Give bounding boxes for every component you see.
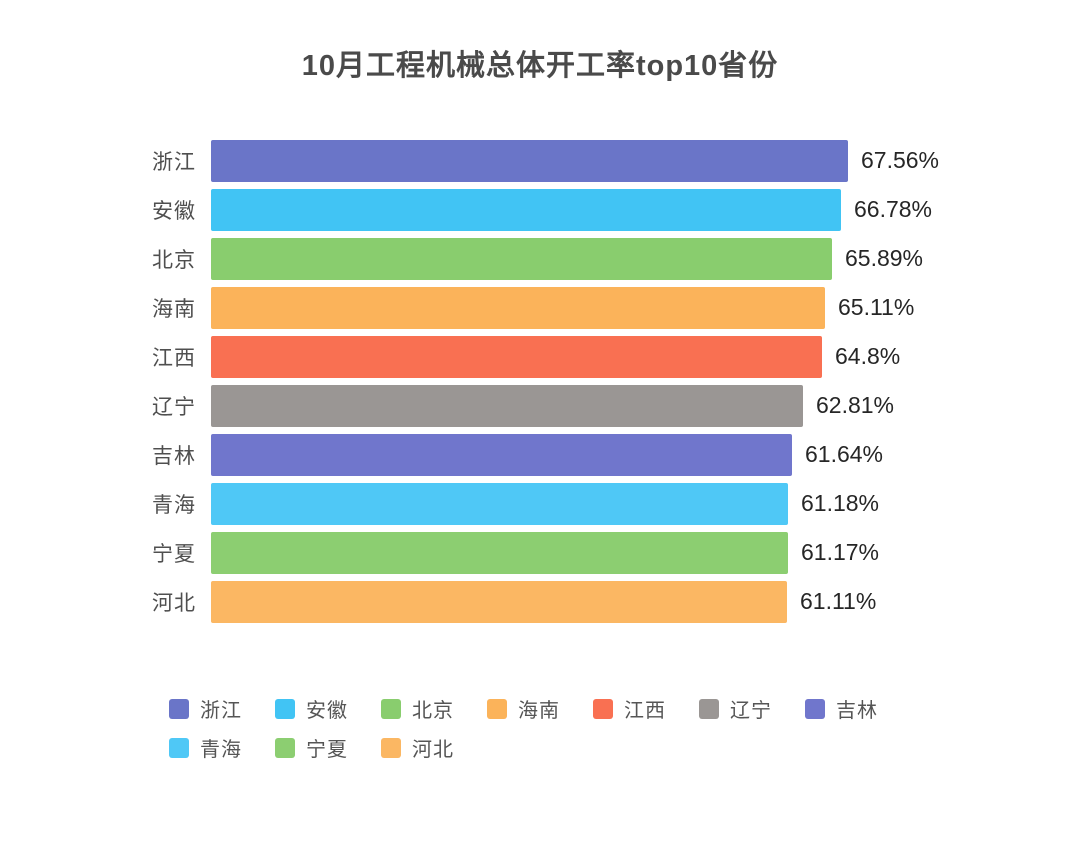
bar-value-label: 61.18%	[801, 490, 880, 516]
bar-value-label: 66.78%	[854, 196, 933, 222]
bar	[211, 188, 841, 231]
bar-row: 辽宁 62.81%	[0, 381, 1080, 430]
bar-row: 浙江 67.56%	[0, 136, 1080, 185]
category-label: 安徽	[152, 199, 196, 223]
legend-swatch-icon	[699, 698, 719, 719]
bar	[211, 482, 788, 525]
legend-item: 青海	[169, 733, 242, 762]
bar-row: 吉林 61.64%	[0, 430, 1080, 479]
legend-label: 青海	[200, 739, 242, 761]
bar	[211, 580, 787, 623]
category-label: 辽宁	[152, 395, 196, 419]
legend-item: 江西	[593, 694, 666, 723]
legend-item: 辽宁	[699, 694, 772, 723]
category-label: 宁夏	[152, 542, 196, 566]
legend-item: 海南	[487, 694, 560, 723]
bar-track: 61.64%	[211, 433, 1080, 476]
legend-label: 北京	[412, 700, 454, 722]
bar	[211, 384, 803, 427]
legend-swatch-icon	[169, 737, 189, 758]
legend-label: 辽宁	[730, 700, 772, 722]
bar-track: 61.11%	[211, 580, 1080, 623]
bar-track: 67.56%	[211, 139, 1080, 182]
bar-track: 65.89%	[211, 237, 1080, 280]
bar	[211, 237, 832, 280]
category-label: 河北	[152, 591, 196, 615]
bar-row: 宁夏 61.17%	[0, 528, 1080, 577]
bar-plot: 浙江 67.56% 安徽 66.78% 北京 65.89% 海南 65.11% …	[0, 136, 1080, 626]
bar-row: 北京 65.89%	[0, 234, 1080, 283]
legend: 浙江 安徽 北京 海南 江西 辽宁 吉林 青海 宁夏 河北	[169, 694, 911, 762]
bar-value-label: 67.56%	[861, 147, 940, 173]
bar-track: 65.11%	[211, 286, 1080, 329]
bar	[211, 335, 822, 378]
category-label: 江西	[152, 346, 196, 370]
legend-swatch-icon	[169, 698, 189, 719]
legend-swatch-icon	[381, 698, 401, 719]
bar-row: 海南 65.11%	[0, 283, 1080, 332]
legend-label: 河北	[412, 739, 454, 761]
legend-swatch-icon	[275, 737, 295, 758]
legend-item: 河北	[381, 733, 454, 762]
bar-row: 河北 61.11%	[0, 577, 1080, 626]
legend-item: 北京	[381, 694, 454, 723]
legend-swatch-icon	[487, 698, 507, 719]
category-label: 北京	[152, 248, 196, 272]
legend-item: 安徽	[275, 694, 348, 723]
bar-row: 江西 64.8%	[0, 332, 1080, 381]
bar-track: 61.18%	[211, 482, 1080, 525]
bar-track: 61.17%	[211, 531, 1080, 574]
bar-track: 64.8%	[211, 335, 1080, 378]
legend-item: 宁夏	[275, 733, 348, 762]
legend-item: 吉林	[805, 694, 878, 723]
legend-swatch-icon	[805, 698, 825, 719]
legend-item: 浙江	[169, 694, 242, 723]
legend-label: 宁夏	[306, 739, 348, 761]
bar	[211, 286, 825, 329]
bar-value-label: 64.8%	[835, 343, 901, 369]
category-label: 浙江	[152, 150, 196, 174]
legend-label: 浙江	[200, 700, 242, 722]
bar-value-label: 65.89%	[845, 245, 924, 271]
category-label: 海南	[152, 297, 196, 321]
bar-value-label: 65.11%	[838, 294, 915, 320]
bar-row: 青海 61.18%	[0, 479, 1080, 528]
bar	[211, 139, 848, 182]
legend-label: 江西	[624, 700, 666, 722]
chart-title: 10月工程机械总体开工率top10省份	[301, 50, 779, 82]
legend-label: 海南	[518, 700, 560, 722]
legend-swatch-icon	[593, 698, 613, 719]
bar-value-label: 61.17%	[801, 539, 880, 565]
bar-value-label: 62.81%	[816, 392, 895, 418]
bar	[211, 531, 788, 574]
bar-value-label: 61.64%	[805, 441, 884, 467]
bar-value-label: 61.11%	[800, 588, 877, 614]
legend-label: 吉林	[836, 700, 878, 722]
bar-track: 62.81%	[211, 384, 1080, 427]
category-label: 吉林	[152, 444, 196, 468]
bar-track: 66.78%	[211, 188, 1080, 231]
bar-row: 安徽 66.78%	[0, 185, 1080, 234]
legend-label: 安徽	[306, 700, 348, 722]
category-label: 青海	[152, 493, 196, 517]
bar	[211, 433, 792, 476]
legend-swatch-icon	[381, 737, 401, 758]
legend-swatch-icon	[275, 698, 295, 719]
